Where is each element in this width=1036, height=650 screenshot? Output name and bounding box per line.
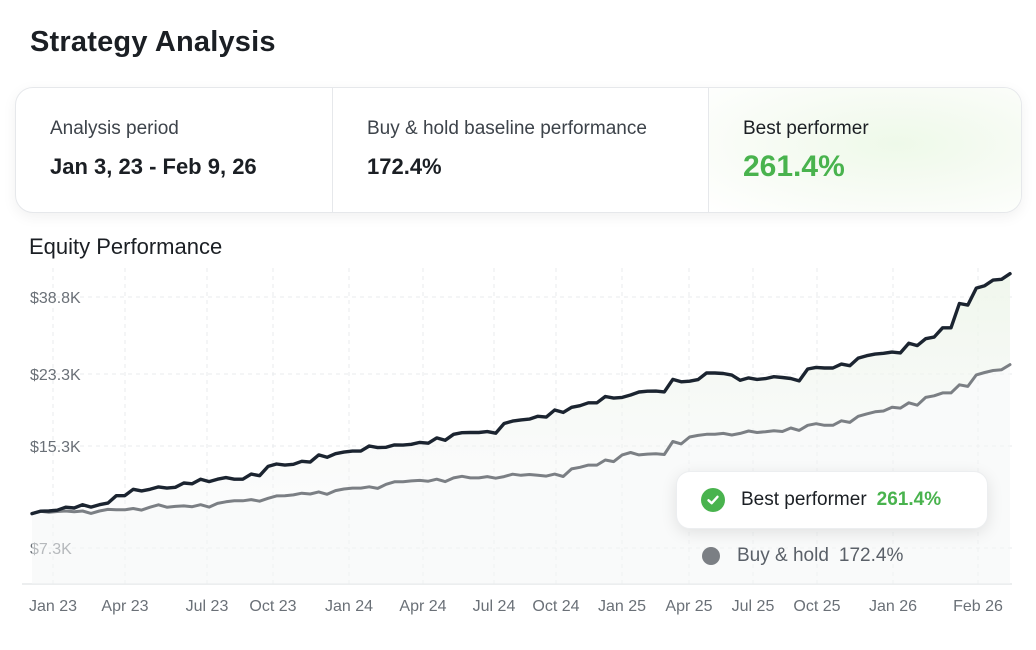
- page-title: Strategy Analysis: [30, 26, 276, 58]
- x-tick-label: Jan 26: [869, 598, 917, 615]
- x-tick-label: Apr 23: [101, 598, 148, 615]
- stat-period-label: Analysis period: [50, 118, 179, 139]
- x-tick-label: Apr 24: [399, 598, 446, 615]
- y-tick-label: $15.3K: [30, 439, 81, 456]
- stat-best-performer: Best performer 261.4%: [708, 88, 1021, 212]
- x-tick-label: Oct 25: [793, 598, 840, 615]
- x-tick-label: Jan 23: [29, 598, 77, 615]
- stat-best-value: 261.4%: [743, 150, 845, 183]
- check-circle-icon: [701, 488, 725, 512]
- x-tick-label: Jul 24: [473, 598, 516, 615]
- x-tick-label: Oct 24: [532, 598, 579, 615]
- x-tick-label: Jan 25: [598, 598, 646, 615]
- stat-baseline: Buy & hold baseline performance 172.4%: [332, 88, 708, 212]
- legend-buy-hold[interactable]: Buy & hold 172.4%: [702, 545, 903, 567]
- stat-baseline-label: Buy & hold baseline performance: [367, 118, 647, 139]
- series-line-buy-and-hold: [30, 363, 1012, 516]
- stat-analysis-period: Analysis period Jan 3, 23 - Feb 9, 26: [16, 88, 332, 212]
- x-tick-label: Jul 23: [186, 598, 229, 615]
- area-under-baseline: [32, 364, 1010, 584]
- x-tick-label: Oct 23: [249, 598, 296, 615]
- chart-title: Equity Performance: [29, 234, 223, 259]
- legend-best-value: 261.4%: [876, 489, 942, 510]
- y-tick-label: $23.3K: [30, 367, 81, 384]
- area-between-series: [32, 273, 1010, 514]
- x-tick-label: Feb 26: [953, 598, 1003, 615]
- x-tick-label: Jan 24: [325, 598, 373, 615]
- stat-baseline-value: 172.4%: [367, 154, 442, 179]
- series-line-best-performer: [30, 272, 1012, 516]
- legend-baseline-value: 172.4%: [838, 545, 904, 566]
- legend-best-performer[interactable]: Best performer 261.4%: [676, 471, 988, 529]
- stat-best-label: Best performer: [743, 118, 869, 139]
- gray-dot-icon: [702, 547, 720, 565]
- x-tick-label: Apr 25: [665, 598, 712, 615]
- y-tick-label: $38.8K: [30, 290, 81, 307]
- legend-best-label: Best performer: [741, 489, 867, 510]
- x-tick-label: Jul 25: [732, 598, 775, 615]
- stats-card: Analysis period Jan 3, 23 - Feb 9, 26 Bu…: [15, 87, 1022, 213]
- legend-baseline-label: Buy & hold: [737, 545, 829, 566]
- stat-period-value: Jan 3, 23 - Feb 9, 26: [50, 154, 257, 179]
